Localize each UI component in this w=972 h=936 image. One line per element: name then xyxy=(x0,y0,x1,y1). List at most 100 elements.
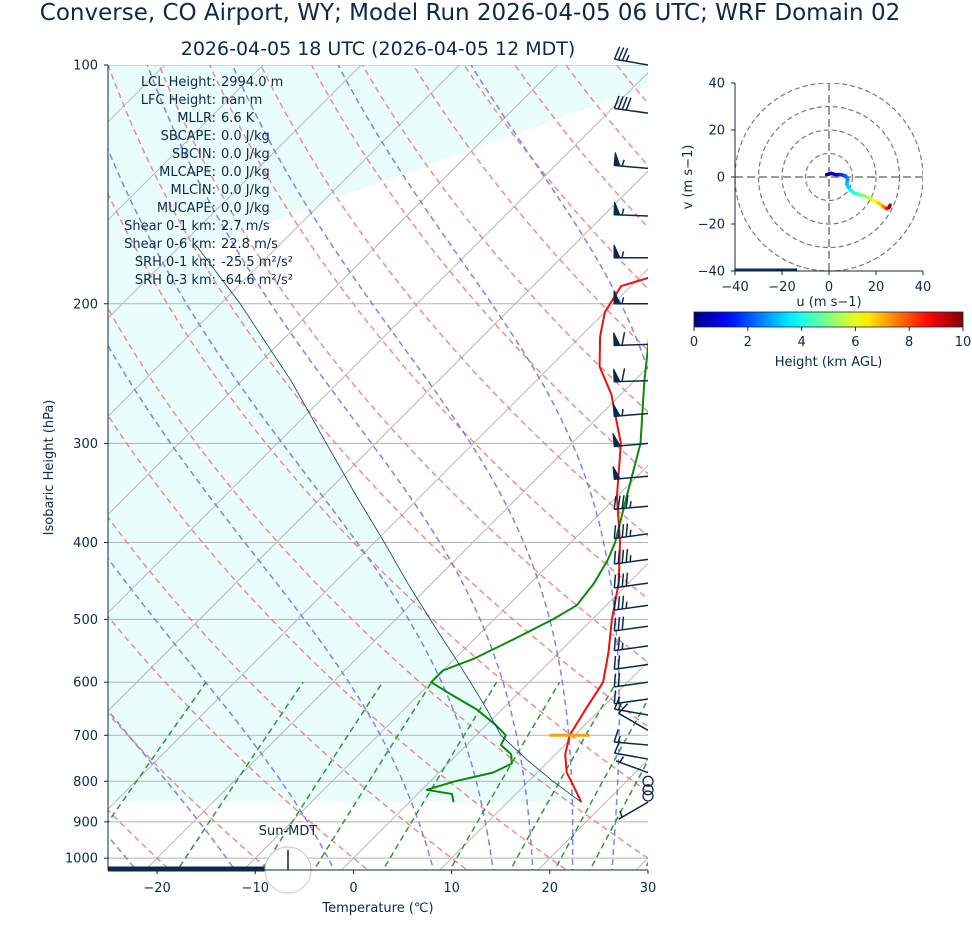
dry-adiabat xyxy=(158,65,648,664)
dewpoint-profile xyxy=(425,338,648,803)
barb-feather xyxy=(613,729,619,743)
barb-half-feather xyxy=(617,703,622,711)
barb-half-feather xyxy=(629,555,632,562)
index-label: LFC Height: xyxy=(141,93,216,108)
index-value: 2.7 m/s xyxy=(221,219,270,234)
dry-adiabat xyxy=(703,47,972,875)
colorbar-tick-label: 10 xyxy=(955,335,972,350)
index-label: Shear 0-1 km: xyxy=(124,219,216,234)
x-tick-label: −20 xyxy=(143,881,170,896)
dry-adiabat xyxy=(615,65,648,105)
wind-barbs xyxy=(612,46,654,820)
wind-barb xyxy=(613,494,649,510)
y-tick-label: 300 xyxy=(73,437,98,452)
hodograph-ring xyxy=(804,152,854,202)
isotherm xyxy=(108,170,648,712)
wind-barb xyxy=(613,636,649,652)
x-tick-label: 10 xyxy=(443,881,460,896)
barb-feather xyxy=(613,574,617,588)
hodograph-x-tick-label: 20 xyxy=(868,280,885,295)
wind-barb xyxy=(613,95,649,114)
barb-feather xyxy=(618,703,629,714)
colorbar-tick-label: 6 xyxy=(851,335,859,350)
barb-feather xyxy=(613,525,617,539)
isotherm xyxy=(242,464,648,870)
barb-half-feather xyxy=(629,529,632,537)
moist-adiabat xyxy=(108,557,336,870)
barb-feather xyxy=(621,332,626,346)
barb-feather xyxy=(613,596,617,611)
hodograph-y-tick-label: −40 xyxy=(698,265,725,280)
barb-feather xyxy=(613,696,621,710)
barb-feather xyxy=(613,495,617,510)
y-axis-label: Isobaric Height (hPa) xyxy=(42,400,57,536)
index-value: -64.6 m²/s² xyxy=(221,273,293,288)
barb-feather xyxy=(613,690,617,704)
barb-staff xyxy=(614,604,649,611)
x-tick-label: −10 xyxy=(242,881,269,896)
wind-barb xyxy=(613,595,649,611)
barb-feather xyxy=(621,616,625,630)
barb-feather xyxy=(617,495,621,509)
barb-flag xyxy=(613,201,621,216)
mixing-ratio-line xyxy=(260,681,384,870)
dry-adiabat xyxy=(108,65,648,728)
barb-staff xyxy=(614,663,649,670)
chart-title: Converse, CO Airport, WY; Model Run 2026… xyxy=(39,0,901,26)
temperature-profile xyxy=(564,276,648,803)
index-label: MLCIN: xyxy=(171,183,216,198)
moist-adiabat xyxy=(108,709,236,870)
barb-half-feather xyxy=(617,735,621,743)
index-value: -25.5 m²/s² xyxy=(221,255,293,270)
index-value: 6.6 K xyxy=(221,111,255,126)
barb-half-feather xyxy=(625,54,630,62)
hodograph-x-tick-label: −40 xyxy=(721,280,748,295)
parcel-profile xyxy=(197,247,582,803)
barb-feather xyxy=(613,637,617,651)
wind-barb xyxy=(618,801,649,820)
barb-feather xyxy=(617,655,621,669)
barb-feather xyxy=(613,740,621,754)
barb-staff xyxy=(614,533,649,540)
barb-half-feather xyxy=(625,601,628,609)
index-label: SRH 0-1 km: xyxy=(135,255,216,270)
barb-staff xyxy=(614,625,649,632)
barb-feather xyxy=(617,673,621,687)
wind-barb xyxy=(642,784,654,796)
index-label: SBCAPE: xyxy=(161,129,216,144)
barb-feather xyxy=(613,550,617,565)
isotherm xyxy=(537,759,648,870)
barb-feather xyxy=(613,655,617,670)
y-tick-label: 900 xyxy=(73,815,98,830)
wind-barb xyxy=(613,673,649,688)
dry-adiabat xyxy=(108,192,648,793)
wind-barb xyxy=(612,433,649,448)
moist-adiabat xyxy=(231,65,574,870)
barb-staff xyxy=(614,752,649,760)
wind-barb xyxy=(613,332,649,347)
hodograph-y-tick-label: 0 xyxy=(717,171,725,186)
hodograph-y-label: v (m s−1) xyxy=(681,145,696,210)
x-axis-label: Temperature (℃) xyxy=(321,901,433,916)
barb-feather xyxy=(617,47,625,61)
barb-half-feather xyxy=(621,159,625,167)
barb-feather xyxy=(613,673,617,687)
barb-feather xyxy=(621,96,628,110)
barb-staff xyxy=(614,558,649,565)
dry-adiabat xyxy=(108,712,271,870)
barb-staff xyxy=(614,708,649,716)
colorbar-tick-label: 4 xyxy=(797,335,805,350)
colorbar-tick-label: 0 xyxy=(690,335,698,350)
y-tick-label: 400 xyxy=(73,536,98,551)
dry-adiabat xyxy=(310,65,648,475)
dry-adiabat xyxy=(108,516,469,870)
dry-adiabat xyxy=(854,47,972,875)
barb-feather xyxy=(617,596,621,610)
wind-barb xyxy=(613,368,649,383)
isotherm xyxy=(108,65,559,516)
barb-flag xyxy=(613,152,621,167)
wind-barb xyxy=(613,549,649,565)
skew-t-plot-area xyxy=(108,47,972,875)
wind-barb xyxy=(613,290,648,305)
dry-adiabat xyxy=(108,414,568,870)
